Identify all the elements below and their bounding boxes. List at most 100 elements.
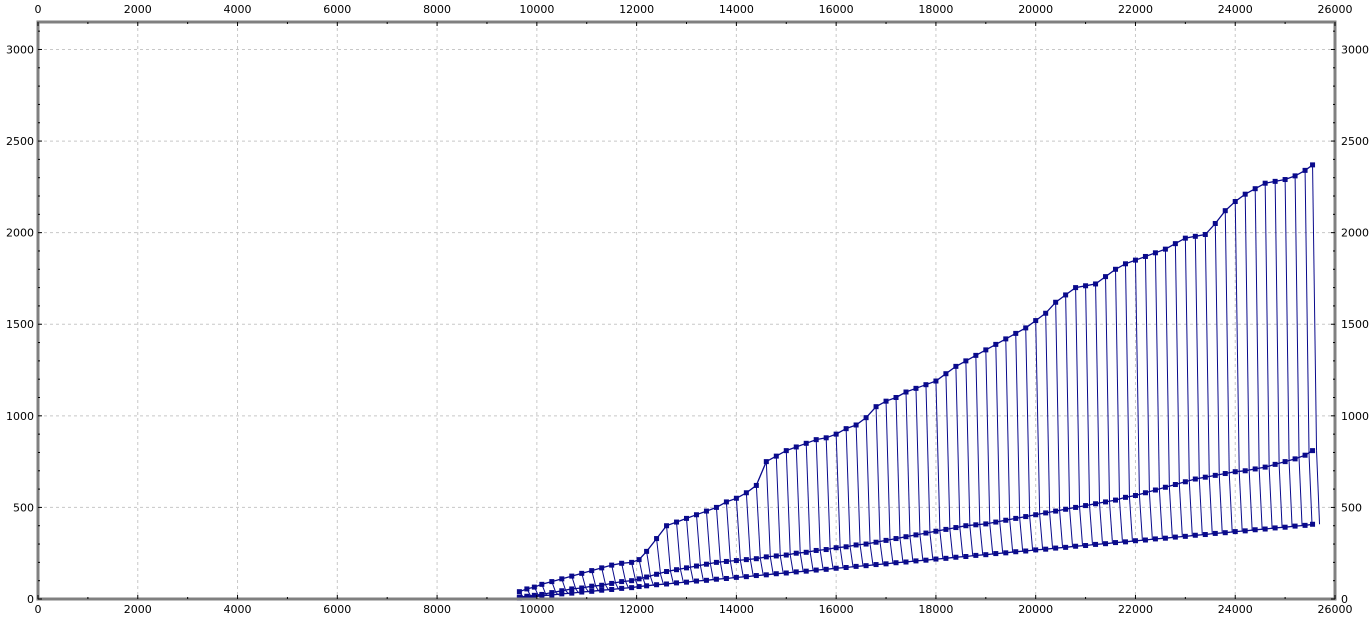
data-point: [1122, 494, 1128, 500]
data-point: [913, 385, 919, 391]
series-link-line: [975, 355, 981, 525]
series-link-line: [1294, 175, 1300, 459]
data-point: [589, 588, 595, 594]
series-link-line: [1288, 461, 1293, 528]
data-point: [1202, 231, 1208, 237]
data-point: [803, 549, 809, 555]
data-point: [913, 532, 919, 538]
data-point: [1053, 299, 1059, 305]
data-point: [1252, 527, 1258, 533]
series-link-line: [1214, 223, 1220, 476]
series-link-line: [825, 437, 831, 550]
data-point: [873, 562, 879, 568]
x-tick-label-bottom: 22000: [1118, 603, 1153, 616]
data-point: [674, 580, 680, 586]
series-link-line: [1174, 243, 1180, 485]
data-point: [1292, 523, 1298, 529]
y-tick-label-left: 0: [27, 593, 34, 606]
x-tick-label-bottom: 4000: [224, 603, 252, 616]
data-point: [893, 395, 899, 401]
series-link-line: [1029, 516, 1034, 552]
series-link-line: [849, 546, 854, 568]
data-point: [1013, 330, 1019, 336]
data-point: [609, 580, 615, 586]
series-link-line: [1158, 489, 1163, 539]
data-point: [1103, 541, 1109, 547]
series-link-line: [1298, 458, 1303, 527]
data-point: [913, 558, 919, 564]
data-point: [1152, 250, 1158, 256]
series-link-line: [939, 531, 944, 560]
series-link-line: [925, 384, 931, 534]
data-point: [973, 352, 979, 358]
series-link-line: [1138, 495, 1143, 541]
data-point: [1212, 220, 1218, 226]
data-point: [953, 554, 959, 560]
series-link-line: [795, 446, 801, 554]
series-link-line: [959, 527, 964, 558]
series-link-line: [1224, 210, 1230, 474]
data-point: [1272, 525, 1278, 531]
data-point: [1083, 283, 1089, 289]
series-link-line: [769, 556, 774, 575]
series-link-line: [1015, 333, 1021, 519]
data-point: [1232, 199, 1238, 205]
data-point: [1222, 471, 1228, 477]
data-point: [1272, 461, 1278, 467]
data-point: [579, 589, 585, 595]
series-link-line: [1248, 470, 1253, 531]
series-link-line: [1178, 484, 1183, 538]
data-point: [703, 508, 709, 514]
data-point: [1172, 241, 1178, 247]
y-tick-label-right: 2500: [1341, 135, 1369, 148]
series-link-line: [999, 522, 1004, 554]
series-link-line: [909, 536, 914, 563]
series-link-line: [1124, 263, 1130, 498]
data-point: [883, 537, 889, 543]
series-line-3: [519, 523, 1313, 599]
data-point: [684, 579, 689, 585]
y-tick-label-left: 1000: [6, 410, 34, 423]
series-link-line: [666, 525, 672, 572]
data-point: [1282, 459, 1288, 465]
data-point: [963, 554, 969, 560]
series-link-line: [969, 525, 974, 557]
series-link-line: [779, 555, 784, 574]
series-link-line: [660, 574, 665, 585]
data-point: [516, 589, 522, 595]
data-point: [1222, 530, 1228, 536]
series-link-line: [686, 518, 691, 568]
data-point: [823, 435, 829, 441]
series-link-line: [709, 564, 714, 581]
data-point: [853, 563, 859, 569]
data-point: [933, 378, 939, 384]
data-point: [823, 566, 829, 572]
data-point: [693, 512, 699, 518]
data-point: [559, 576, 565, 582]
data-point: [753, 482, 759, 488]
data-point: [569, 590, 575, 596]
series-link-line: [815, 439, 821, 551]
data-point: [783, 570, 789, 576]
series-link-line: [1144, 256, 1150, 493]
series-link-line: [1264, 183, 1270, 468]
series-link-line: [1304, 170, 1310, 456]
series-link-line: [1009, 520, 1014, 553]
series-link-line: [809, 552, 814, 572]
data-point: [813, 437, 819, 443]
data-point: [1003, 336, 1009, 342]
data-point: [723, 499, 729, 505]
x-tick-label-bottom: 14000: [719, 603, 754, 616]
y-tick-label-left: 2000: [6, 227, 34, 240]
series-link-line: [759, 558, 764, 576]
series-link-line: [1069, 509, 1074, 548]
data-point: [1132, 538, 1138, 544]
y-tick-label-right: 3000: [1341, 43, 1369, 56]
series-link-line: [705, 511, 711, 565]
series-link-line: [885, 401, 891, 541]
data-point: [793, 569, 799, 575]
data-point: [723, 575, 729, 581]
series-link-line: [1316, 450, 1321, 525]
data-point: [853, 542, 859, 548]
data-point: [1073, 285, 1079, 291]
